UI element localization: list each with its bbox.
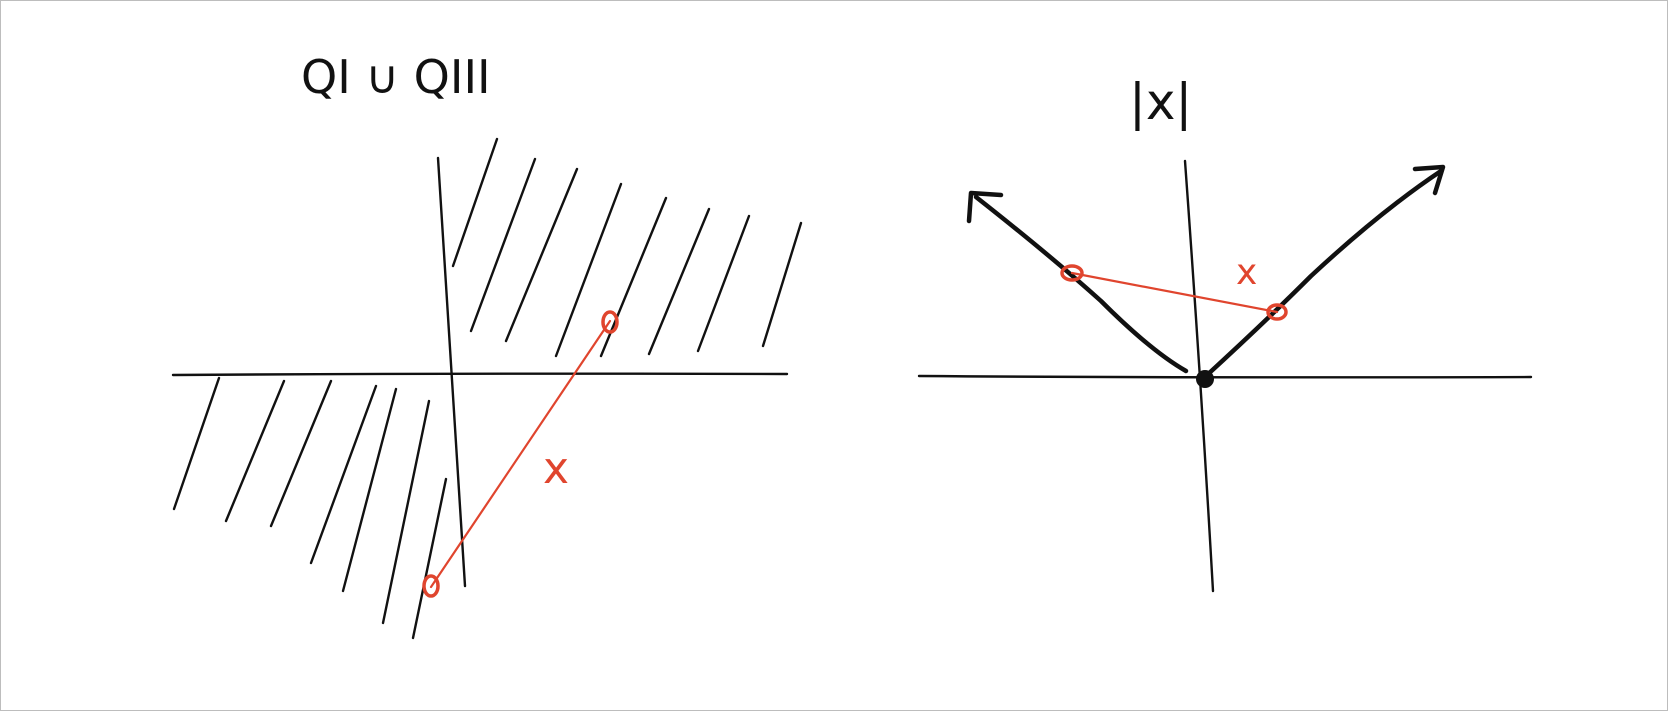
abs-right-branch (1203, 168, 1444, 379)
left-title: QI ∪ QIII (301, 50, 491, 104)
quadrant-three-hatching (172, 376, 448, 640)
quadrant-one-hatching (451, 137, 803, 358)
vertex-point (1196, 370, 1214, 388)
left-connecting-segment (429, 319, 612, 589)
right-title: |x| (1129, 73, 1192, 131)
right-arrow-head-icon (1412, 164, 1446, 196)
left-x-axis (171, 372, 789, 377)
right-point-b (1266, 303, 1288, 321)
left-point-a (422, 574, 440, 598)
left-point-b (601, 310, 619, 334)
left-y-axis (436, 156, 467, 588)
left-segment-label: x (543, 443, 569, 494)
right-point-a (1060, 264, 1084, 282)
right-diagram: |x| x (917, 73, 1533, 593)
left-diagram: QI ∪ QIII x (171, 50, 803, 640)
left-arrow-head-icon (966, 190, 1004, 224)
right-segment-label: x (1236, 252, 1257, 293)
right-x-axis (917, 374, 1533, 379)
right-connecting-segment (1070, 271, 1279, 314)
abs-left-branch (973, 194, 1189, 374)
